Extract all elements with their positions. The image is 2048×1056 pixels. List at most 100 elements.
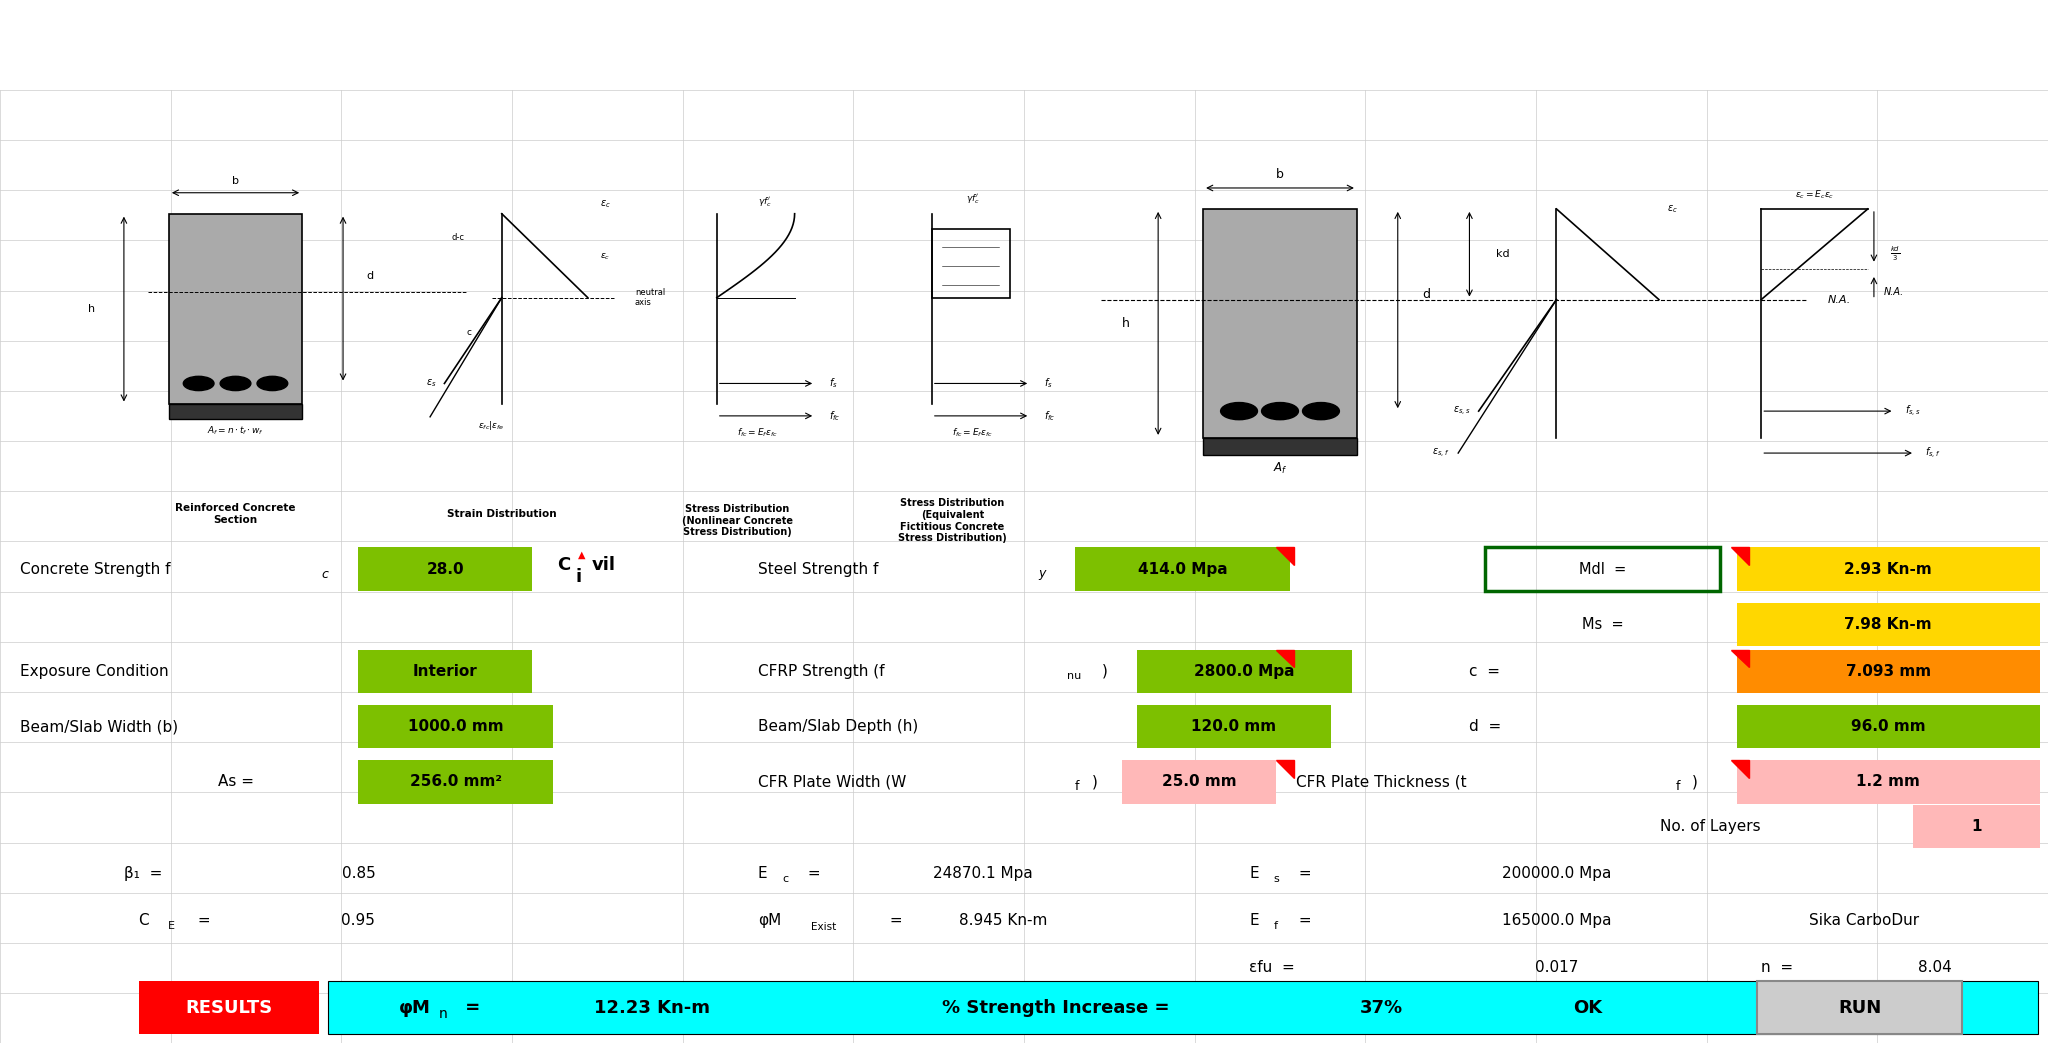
Text: $\gamma f_c^\prime$: $\gamma f_c^\prime$ bbox=[967, 192, 979, 206]
Text: b: b bbox=[1276, 168, 1284, 182]
Text: ): ) bbox=[1102, 664, 1108, 679]
Bar bbox=[1757, 981, 1962, 1034]
Text: c: c bbox=[782, 874, 788, 884]
Bar bbox=[328, 981, 2038, 1034]
Text: φM: φM bbox=[399, 999, 432, 1017]
Text: c: c bbox=[467, 328, 471, 338]
Text: $f_s$: $f_s$ bbox=[1044, 377, 1053, 391]
Polygon shape bbox=[1276, 649, 1294, 667]
Text: =: = bbox=[803, 866, 821, 881]
Text: CFR Plate Width (W: CFR Plate Width (W bbox=[758, 774, 905, 790]
Text: C: C bbox=[557, 557, 569, 574]
Text: $\varepsilon_c$: $\varepsilon_c$ bbox=[600, 251, 610, 262]
Text: 8.945 Kn-m: 8.945 Kn-m bbox=[958, 912, 1049, 928]
Text: Strain Distribution: Strain Distribution bbox=[446, 509, 557, 520]
Text: Ms  =: Ms = bbox=[1581, 617, 1624, 631]
Text: 165000.0 Mpa: 165000.0 Mpa bbox=[1501, 912, 1612, 928]
Text: 414.0 Mpa: 414.0 Mpa bbox=[1139, 562, 1227, 577]
Text: $f_{fc} = E_f \varepsilon_{fc}$: $f_{fc} = E_f \varepsilon_{fc}$ bbox=[952, 427, 993, 439]
Text: φM: φM bbox=[758, 912, 780, 928]
Circle shape bbox=[1262, 402, 1298, 419]
Text: RESULTS: RESULTS bbox=[186, 999, 272, 1017]
Text: h: h bbox=[1122, 317, 1128, 329]
Text: Steel Strength f: Steel Strength f bbox=[758, 562, 879, 577]
Bar bbox=[1137, 649, 1352, 693]
Text: neutral
axis: neutral axis bbox=[635, 288, 666, 307]
Bar bbox=[358, 547, 532, 590]
Text: c  =: c = bbox=[1468, 664, 1501, 679]
Text: 2.93 Kn-m: 2.93 Kn-m bbox=[1845, 562, 1931, 577]
Text: Stress Distribution
(Equivalent
Fictitious Concrete
Stress Distribution): Stress Distribution (Equivalent Fictitio… bbox=[897, 498, 1008, 543]
Text: =: = bbox=[885, 912, 903, 928]
Text: $f_{fc}$: $f_{fc}$ bbox=[829, 409, 842, 422]
Text: E: E bbox=[758, 866, 768, 881]
Text: 8.04: 8.04 bbox=[1919, 960, 1952, 975]
Text: $f_{fc}$: $f_{fc}$ bbox=[1044, 409, 1057, 422]
Text: Mdl  =: Mdl = bbox=[1579, 562, 1626, 577]
Bar bbox=[358, 649, 532, 693]
Text: f: f bbox=[1675, 780, 1679, 793]
Text: n: n bbox=[438, 1007, 446, 1021]
Text: 1000.0 mm: 1000.0 mm bbox=[408, 719, 504, 734]
Text: εfu  =: εfu = bbox=[1249, 960, 1294, 975]
Text: $f_{s,f}$: $f_{s,f}$ bbox=[1925, 446, 1942, 460]
Text: $\varepsilon_c$: $\varepsilon_c$ bbox=[1667, 203, 1677, 214]
Bar bbox=[1737, 603, 2040, 646]
Text: CFRP Strength (f: CFRP Strength (f bbox=[758, 664, 885, 679]
Text: Interior: Interior bbox=[414, 664, 477, 679]
Text: RUN: RUN bbox=[1837, 999, 1882, 1017]
Text: f: f bbox=[1075, 780, 1079, 793]
Text: $\varepsilon_s$: $\varepsilon_s$ bbox=[426, 378, 436, 390]
Text: Concrete Strength f: Concrete Strength f bbox=[20, 562, 170, 577]
Text: d  =: d = bbox=[1468, 719, 1501, 734]
Bar bbox=[358, 705, 553, 749]
Text: 0.85: 0.85 bbox=[342, 866, 375, 881]
Polygon shape bbox=[1731, 547, 1749, 565]
Bar bbox=[1137, 705, 1331, 749]
Text: C: C bbox=[137, 912, 150, 928]
Polygon shape bbox=[1276, 760, 1294, 777]
Text: $A_f = n \cdot t_f \cdot w_f$: $A_f = n \cdot t_f \cdot w_f$ bbox=[207, 425, 264, 437]
Text: E: E bbox=[168, 921, 174, 931]
Text: 7.98 Kn-m: 7.98 Kn-m bbox=[1845, 617, 1931, 631]
Bar bbox=[139, 981, 319, 1034]
Bar bbox=[1737, 649, 2040, 693]
Text: E: E bbox=[1249, 866, 1260, 881]
Circle shape bbox=[221, 376, 250, 391]
Text: $A_f$: $A_f$ bbox=[1272, 460, 1288, 476]
Text: c: c bbox=[322, 568, 328, 581]
Text: h: h bbox=[88, 304, 94, 314]
Text: =: = bbox=[193, 912, 211, 928]
Text: d: d bbox=[1423, 288, 1430, 301]
Text: ): ) bbox=[1692, 774, 1698, 790]
Text: N.A.: N.A. bbox=[1827, 295, 1851, 304]
Text: Exposure Condition: Exposure Condition bbox=[20, 664, 170, 679]
Text: 24870.1 Mpa: 24870.1 Mpa bbox=[934, 866, 1032, 881]
Text: $f_{fc} = E_f \varepsilon_{fc}$: $f_{fc} = E_f \varepsilon_{fc}$ bbox=[737, 427, 778, 439]
Text: i: i bbox=[575, 568, 582, 586]
Bar bbox=[1913, 805, 2040, 848]
Text: nu: nu bbox=[1067, 672, 1081, 681]
Text: vil: vil bbox=[592, 557, 616, 574]
Text: b: b bbox=[231, 176, 240, 186]
Text: kd: kd bbox=[1495, 249, 1509, 260]
Text: OK: OK bbox=[1573, 999, 1602, 1017]
Text: =: = bbox=[1294, 912, 1313, 928]
Text: 0.017: 0.017 bbox=[1534, 960, 1579, 975]
Text: Beam/Slab Width (b): Beam/Slab Width (b) bbox=[20, 719, 178, 734]
Text: ): ) bbox=[1092, 774, 1098, 790]
Bar bbox=[168, 404, 303, 419]
Bar bbox=[1204, 438, 1356, 455]
Text: 7.093 mm: 7.093 mm bbox=[1845, 664, 1931, 679]
Text: As =: As = bbox=[217, 774, 254, 790]
Circle shape bbox=[1221, 402, 1257, 419]
Bar bbox=[358, 760, 553, 804]
Text: 200000.0 Mpa: 200000.0 Mpa bbox=[1501, 866, 1612, 881]
Text: Stress Distribution
(Nonlinear Concrete
Stress Distribution): Stress Distribution (Nonlinear Concrete … bbox=[682, 504, 793, 538]
Text: d-c: d-c bbox=[453, 233, 465, 242]
Text: 37%: 37% bbox=[1360, 999, 1403, 1017]
Circle shape bbox=[184, 376, 215, 391]
Bar bbox=[1204, 209, 1356, 438]
Text: Reinforced Concrete
Section: Reinforced Concrete Section bbox=[176, 504, 295, 525]
Text: Exist: Exist bbox=[811, 922, 836, 931]
